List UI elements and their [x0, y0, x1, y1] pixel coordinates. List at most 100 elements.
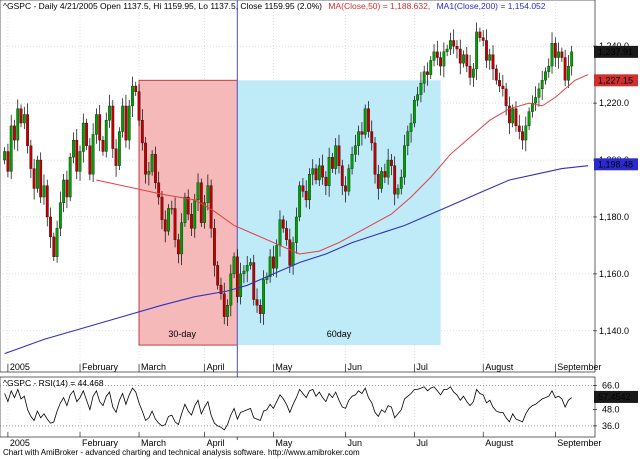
rsi-x-tick-label: February — [82, 438, 119, 448]
candle-body — [121, 105, 125, 132]
candle-body — [442, 51, 446, 67]
candle-body — [491, 54, 495, 70]
price-tick-label: 1,140.0 — [599, 326, 629, 336]
candle-body — [68, 157, 72, 198]
candle-body — [22, 114, 26, 124]
candle-body — [62, 179, 66, 203]
candle-body — [154, 154, 157, 183]
candle-body — [485, 40, 488, 61]
candle-body — [78, 151, 82, 172]
candle-body — [203, 202, 206, 223]
candle-body — [373, 142, 377, 175]
candle-body — [386, 159, 390, 178]
x-tick-label: April — [207, 362, 225, 372]
candle-body — [370, 131, 374, 144]
candle-body — [36, 159, 39, 189]
candle-body — [75, 139, 79, 172]
rsi-gridlines — [0, 377, 595, 437]
candle-body — [65, 179, 69, 198]
rsi-x-tick-label: September — [557, 438, 601, 448]
rsi-tick-label: 36.0 — [602, 421, 620, 431]
candle-body — [357, 131, 361, 146]
candle-body — [403, 145, 406, 178]
candle-body — [432, 51, 436, 61]
rsi-panel — [0, 376, 596, 438]
candle-body — [514, 108, 518, 127]
candle-body — [475, 31, 479, 70]
candle-body — [98, 114, 102, 141]
candle-body — [58, 202, 62, 229]
x-tick-label: Jul — [416, 362, 428, 372]
rsi-line — [4, 386, 572, 431]
rsi-tick-label: 48.0 — [602, 405, 620, 415]
candle-body — [416, 94, 420, 101]
candle-body — [258, 305, 262, 314]
candle-body — [213, 228, 216, 266]
candle-body — [85, 122, 88, 146]
rsi-x-tick-label: April — [207, 438, 225, 448]
svg-text:^GSPC - Daily 4/21/2005 Open 1: ^GSPC - Daily 4/21/2005 Open 1137.5, Hi … — [3, 1, 546, 11]
candle-body — [6, 151, 10, 172]
candle-body — [131, 85, 134, 107]
candle-body — [150, 154, 154, 172]
candle-body — [406, 131, 410, 146]
footer-credit: Chart with AmiBroker - advanced charting… — [3, 448, 360, 457]
candle-body — [419, 83, 423, 95]
candle-body — [91, 134, 95, 175]
candle-body — [45, 185, 49, 218]
candle-body — [252, 262, 256, 300]
candle-body — [160, 196, 164, 220]
candle-body — [504, 88, 508, 107]
candle-body — [117, 131, 121, 166]
candle-body — [272, 256, 275, 269]
candle-body — [167, 208, 170, 232]
ma200-line — [4, 165, 589, 355]
candle-body — [360, 131, 364, 135]
price-tags: 1,237.91 1,227.15 1,198.48 — [594, 45, 638, 171]
zone-labels: 30-day 60day — [168, 329, 351, 339]
candle-body — [95, 114, 98, 135]
candle-body — [508, 105, 511, 124]
candle-body — [563, 57, 567, 81]
candle-body — [235, 256, 239, 297]
rsi-value-tag — [594, 390, 638, 403]
candle-body — [455, 46, 459, 50]
price-tag-label: 1,237.91 — [598, 47, 633, 57]
candle-body — [524, 125, 528, 141]
candle-body — [521, 131, 524, 141]
candle-body — [409, 122, 413, 132]
candle-body — [327, 157, 331, 186]
candle-body — [255, 299, 259, 306]
candle-body — [196, 182, 200, 201]
candlesticks — [3, 22, 574, 326]
candle-body — [544, 71, 547, 81]
candle-body — [281, 219, 285, 229]
x-tick-label: March — [141, 362, 166, 372]
price-tag-box — [594, 45, 638, 58]
candle-body — [137, 91, 141, 121]
candle-body — [337, 145, 341, 166]
candle-body — [183, 196, 187, 223]
candle-body — [334, 145, 338, 169]
candle-body — [242, 270, 246, 275]
candle-body — [567, 65, 570, 81]
x-tick-label: Jun — [348, 362, 363, 372]
zone-label-2: 60day — [327, 329, 352, 339]
candle-body — [301, 185, 305, 192]
candle-body — [19, 108, 23, 124]
candle-body — [226, 305, 229, 317]
candle-body — [32, 168, 36, 189]
rsi-header: ^GSPC - RSI(14) = 44.468 — [3, 378, 104, 388]
candle-body — [72, 139, 75, 158]
rsi-x-tick-label: 2005 — [10, 438, 30, 448]
candle-body — [308, 174, 311, 201]
candle-body — [245, 265, 249, 272]
candle-body — [29, 145, 33, 169]
candle-body — [429, 60, 433, 75]
candle-body — [173, 208, 177, 240]
candle-body — [317, 165, 321, 181]
candle-body — [363, 108, 367, 135]
candle-body — [468, 65, 472, 78]
candle-body — [458, 48, 462, 64]
x-tick-label: February — [82, 362, 119, 372]
